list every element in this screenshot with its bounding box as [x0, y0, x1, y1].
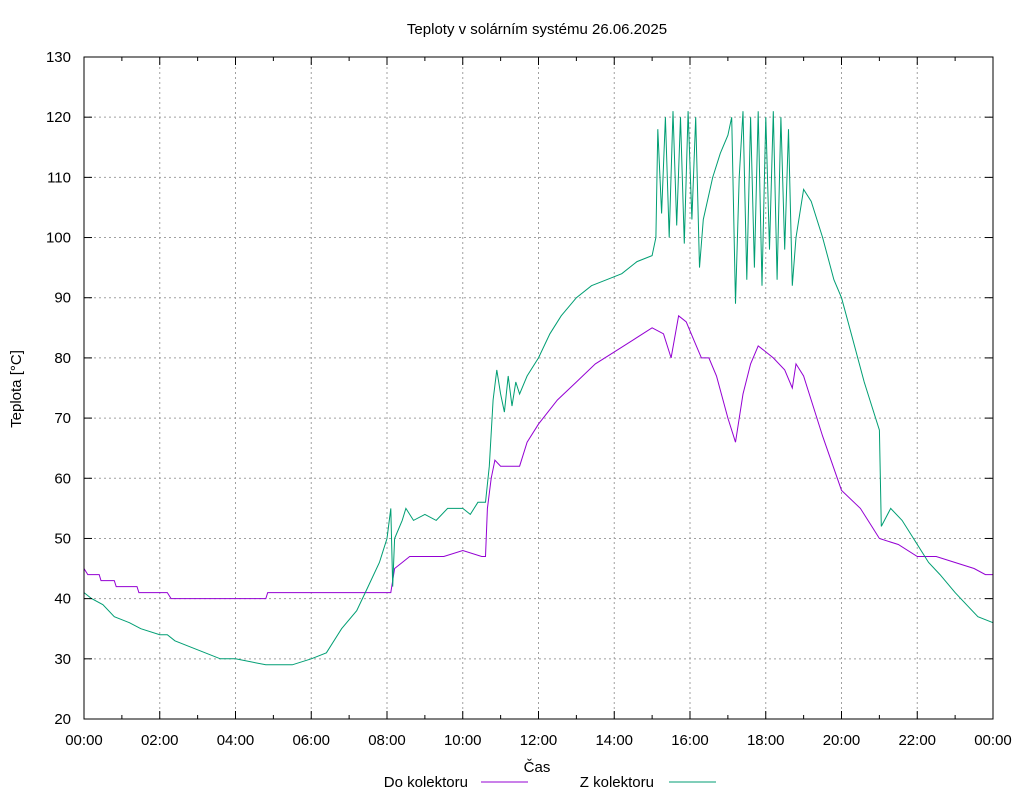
- axis-ticks: [83, 56, 994, 720]
- y-axis-label: Teplota [°C]: [8, 350, 25, 428]
- x-tick-label: 18:00: [747, 732, 785, 749]
- series-layer: [83, 111, 994, 666]
- grid-lines: [84, 57, 993, 719]
- y-tick-label: 20: [54, 711, 71, 728]
- y-tick-label: 90: [54, 290, 71, 307]
- x-tick-label: 06:00: [292, 732, 330, 749]
- x-tick-label: 16:00: [671, 732, 709, 749]
- x-tick-label: 02:00: [141, 732, 179, 749]
- x-tick-label: 04:00: [217, 732, 255, 749]
- x-tick-label: 14:00: [595, 732, 633, 749]
- y-tick-label: 130: [46, 49, 71, 66]
- y-tick-label: 60: [54, 470, 71, 487]
- chart-title: Teploty v solárním systému 26.06.2025: [407, 21, 667, 38]
- x-tick-label: 12:00: [520, 732, 558, 749]
- x-tick-label: 22:00: [898, 732, 936, 749]
- x-tick-label: 00:00: [974, 732, 1012, 749]
- series-line-do-kolektoru: [83, 314, 993, 600]
- y-tick-label: 120: [46, 109, 71, 126]
- x-tick-label: 08:00: [368, 732, 406, 749]
- y-tick-label: 110: [47, 169, 71, 186]
- y-tick-label: 30: [54, 651, 71, 668]
- x-axis-label: Čas: [524, 759, 551, 776]
- y-tick-label: 80: [54, 350, 71, 367]
- legend-label: Do kolektoru: [384, 774, 468, 791]
- axis-tick-labels: 20 30 40 50 60 70 80 90 100 110 120 130 00:00 02:00 04…: [46, 49, 1012, 749]
- x-tick-label: 20:00: [823, 732, 861, 749]
- y-tick-label: 70: [54, 410, 71, 427]
- y-tick-label: 50: [54, 530, 71, 547]
- y-tick-label: 40: [54, 591, 71, 608]
- x-tick-label: 10:00: [444, 732, 482, 749]
- series-line-z-kolektoru: [83, 111, 994, 666]
- y-tick-label: 100: [46, 230, 71, 247]
- x-tick-label: 00:00: [65, 732, 103, 749]
- legend: Do kolektoru Z kolektoru: [384, 774, 716, 791]
- legend-label: Z kolektoru: [580, 774, 654, 791]
